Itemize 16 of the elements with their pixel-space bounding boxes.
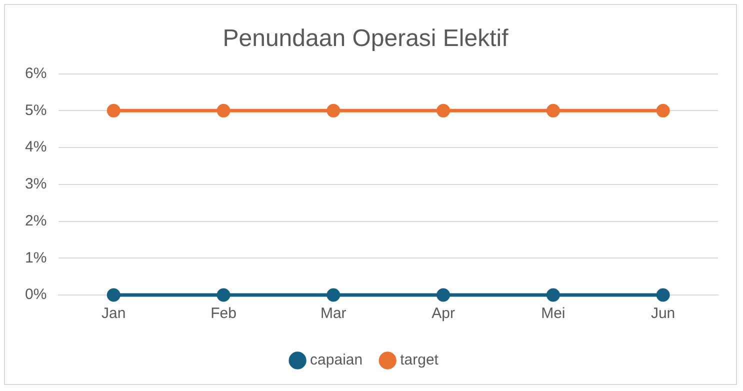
- x-tick-label: Mar: [320, 305, 346, 322]
- y-tick-label: 2%: [24, 212, 47, 230]
- y-tick-label: 1%: [24, 249, 47, 266]
- chart-title: Penundaan Operasi Elektif: [222, 25, 509, 52]
- x-tick-label: Apr: [432, 305, 455, 322]
- y-tick-label: 5%: [24, 102, 47, 119]
- x-tick-label: Jun: [650, 305, 676, 322]
- legend-label: capaian: [310, 352, 363, 369]
- x-tick-label: Mei: [541, 305, 566, 322]
- x-tick-label: Jan: [102, 305, 126, 322]
- y-tick-label: 0%: [24, 286, 47, 304]
- y-tick-label: 6%: [24, 64, 47, 82]
- y-tick-label: 3%: [24, 176, 47, 193]
- x-tick-label: Feb: [210, 305, 236, 322]
- legend-label: target: [400, 352, 440, 369]
- y-tick-label: 4%: [24, 138, 47, 156]
